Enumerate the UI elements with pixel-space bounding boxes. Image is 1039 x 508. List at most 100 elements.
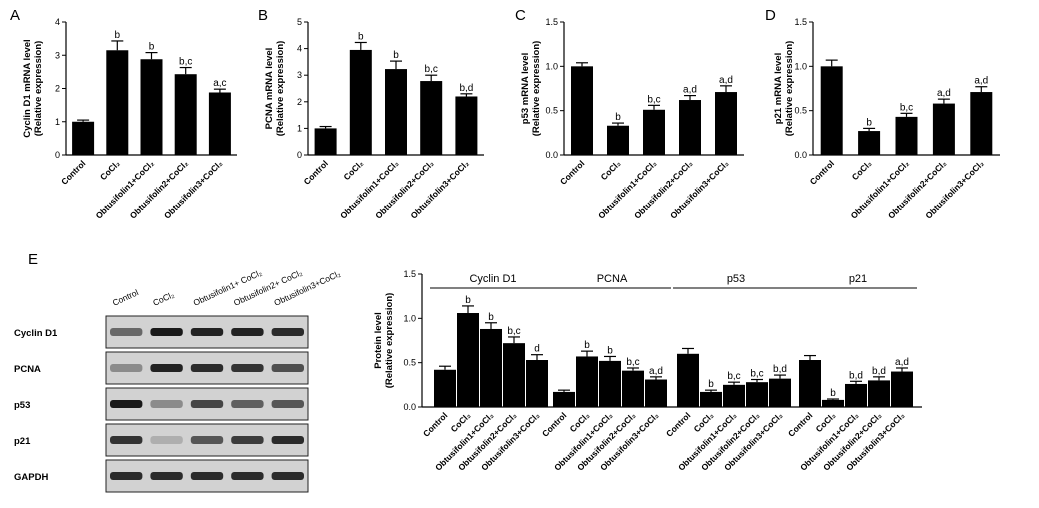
- significance-label: b,c: [626, 357, 639, 368]
- bar: [895, 116, 918, 155]
- y-axis-label-line: (Relative expression): [275, 41, 286, 137]
- bar: [622, 370, 644, 407]
- y-axis-label: PCNA mRNA level(Relative expression): [264, 41, 286, 137]
- blot-band: [231, 472, 264, 480]
- blot-band: [190, 364, 224, 372]
- x-tick-label: CoCl₂: [850, 158, 874, 182]
- panel-letter: C: [515, 7, 526, 24]
- y-tick-label: 3: [297, 70, 302, 80]
- bar: [820, 66, 843, 155]
- group-label: p21: [849, 273, 867, 285]
- x-tick-label: Control: [302, 158, 330, 186]
- y-tick-label: 3: [55, 50, 60, 60]
- significance-label: a,c: [213, 78, 226, 89]
- significance-label: b,c: [647, 94, 660, 105]
- bar: [932, 103, 955, 155]
- blot-band: [190, 328, 224, 336]
- significance-label: d: [534, 344, 540, 355]
- y-axis-label: p53 mRNA level(Relative expression): [520, 41, 542, 137]
- significance-label: b,c: [727, 371, 740, 382]
- y-axis-label-line: Cyclin D1 mRNA level: [22, 39, 33, 137]
- blot-band: [190, 472, 224, 480]
- western-blot: E Control CoCl₂ Obtusifolin1+ CoCl₂Obtusifo…: [14, 251, 342, 493]
- blot-row-label: GAPDH: [14, 472, 48, 483]
- x-tick-label: Obtusifolin3+CoCl₂: [162, 158, 224, 220]
- significance-label: b,c: [425, 64, 438, 75]
- blot-band: [150, 364, 183, 372]
- blot-row: p21: [14, 423, 309, 457]
- blot-band: [271, 364, 304, 372]
- bar: [140, 59, 163, 155]
- blot-band: [150, 436, 183, 444]
- panel-letter: B: [258, 7, 268, 24]
- blot-band: [231, 328, 264, 336]
- bar: [822, 399, 844, 407]
- bar: [349, 49, 372, 155]
- significance-label: b,d: [459, 83, 473, 94]
- blot-band: [110, 364, 143, 372]
- blot-band: [190, 400, 224, 408]
- y-tick-label: 1.5: [545, 17, 558, 27]
- significance-label: a,d: [683, 85, 697, 96]
- bar: [553, 391, 575, 407]
- blot-band: [110, 328, 143, 336]
- blot-band: [110, 436, 143, 444]
- chart-panel-b: B 0 1 2 3 4 5 PCNA mRNA level(Relative expressi…: [258, 7, 484, 221]
- bar: [845, 383, 867, 407]
- significance-label: a,d: [974, 76, 988, 87]
- bar: [970, 92, 993, 155]
- significance-label: a,d: [649, 366, 663, 377]
- bar: [645, 379, 667, 407]
- significance-label: b: [708, 379, 714, 390]
- significance-label: a,d: [937, 88, 951, 99]
- bar: [526, 360, 548, 407]
- blot-column-label: CoCl₂: [151, 289, 175, 307]
- bar: [385, 69, 407, 155]
- blot-row: p53: [14, 387, 309, 421]
- blot-row-label: Cyclin D1: [14, 328, 58, 339]
- significance-label: b: [615, 112, 621, 123]
- bar-group: Cyclin D1ControlbCoCl₂bObtusifolin1+CoCl…: [421, 273, 552, 473]
- y-tick-label: 0.0: [403, 402, 416, 412]
- bar: [480, 328, 502, 407]
- bar-group: p53ControlbCoCl₂b,cObtusifolin1+CoCl₂b,c…: [664, 273, 795, 473]
- significance-label: b: [830, 388, 836, 399]
- blot-band: [110, 400, 143, 408]
- y-tick-label: 4: [297, 44, 302, 54]
- x-tick-label: Obtusifolin2+CoCl₂: [373, 158, 435, 220]
- x-tick-label: Obtusifolin1+CoCl₂: [94, 158, 156, 220]
- significance-label: b,c: [507, 326, 520, 337]
- y-axis-label-line: p21 mRNA level: [773, 53, 784, 124]
- significance-label: b: [465, 295, 471, 306]
- y-axis-label-line: (Relative expression): [33, 41, 44, 137]
- bar: [700, 391, 722, 407]
- significance-label: b,c: [179, 57, 192, 68]
- significance-label: b: [149, 42, 155, 53]
- bar: [174, 74, 197, 155]
- x-tick-label: Obtusifolin3+CoCl₂: [408, 158, 470, 220]
- y-axis-label: Cyclin D1 mRNA level(Relative expression…: [22, 39, 44, 137]
- significance-label: b: [584, 340, 590, 351]
- bar: [503, 343, 525, 407]
- bar: [858, 131, 881, 155]
- blot-row: Cyclin D1: [14, 315, 309, 349]
- blot-band: [271, 436, 304, 444]
- y-tick-label: 0: [297, 150, 302, 160]
- blot-column-label: Obtusifolin1+ CoCl₂: [192, 267, 264, 308]
- chart-panel-e: 0.0 0.5 1.0 1.5 Protein level(Relative expre…: [373, 269, 922, 473]
- y-tick-label: 4: [55, 17, 60, 27]
- bar: [314, 128, 337, 155]
- bar: [72, 121, 95, 155]
- bar: [571, 66, 593, 155]
- bar: [420, 81, 443, 155]
- bar: [723, 384, 745, 407]
- y-axis-label-line: (Relative expression): [384, 293, 395, 389]
- bar: [677, 353, 699, 407]
- y-axis-label: p21 mRNA level(Relative expression): [773, 41, 795, 137]
- x-tick-label: Control: [421, 410, 449, 438]
- bar: [891, 371, 913, 407]
- significance-label: b: [607, 345, 613, 356]
- significance-label: a,d: [719, 75, 733, 86]
- x-tick-label: Control: [540, 410, 568, 438]
